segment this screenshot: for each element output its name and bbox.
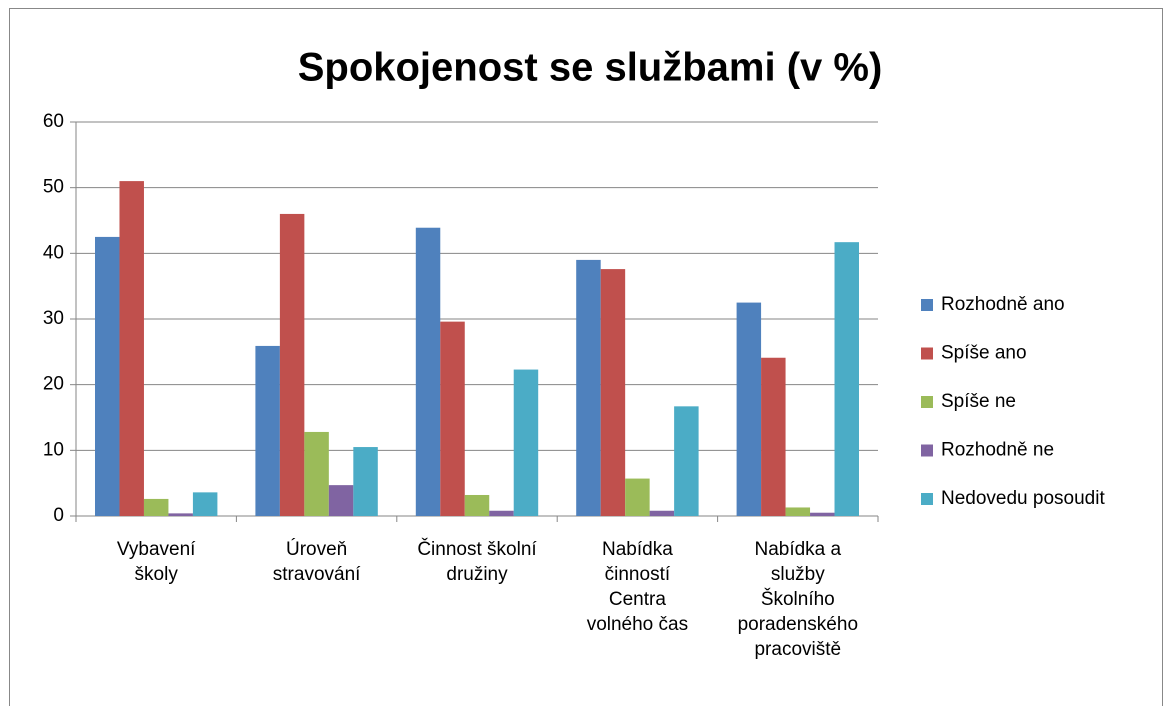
- bar: [304, 431, 329, 516]
- legend-swatch: [921, 299, 933, 311]
- legend-swatch: [921, 493, 933, 505]
- bar: [625, 478, 650, 516]
- bar: [489, 510, 514, 516]
- y-tick-label: 0: [53, 505, 64, 526]
- bar: [415, 227, 441, 516]
- bar: [279, 213, 305, 516]
- bar: [328, 485, 354, 516]
- legend-label: Rozhodně ne: [941, 440, 1054, 461]
- x-tick-label: Vybavení školy: [116, 539, 196, 585]
- bar: [649, 510, 675, 516]
- legend-label: Spíše ano: [941, 343, 1027, 364]
- legend-label: Spíše ne: [941, 391, 1016, 412]
- legend-swatch: [921, 347, 933, 360]
- bar: [119, 181, 144, 516]
- bar: [834, 242, 859, 517]
- y-tick-label: 10: [43, 439, 64, 460]
- bar: [168, 513, 193, 516]
- legend-label: Rozhodně ano: [941, 294, 1065, 315]
- x-tick-label: Činnost školní družiny: [417, 539, 537, 585]
- legend-label: Nedovedu posoudit: [941, 488, 1105, 509]
- bar: [810, 512, 835, 516]
- y-tick-label: 30: [43, 308, 64, 329]
- y-tick-label: 60: [43, 111, 64, 132]
- bar: [513, 369, 539, 516]
- bar: [736, 302, 762, 516]
- bar: [353, 447, 378, 516]
- chart-title: Spokojenost se službami (v %): [298, 46, 883, 90]
- bar: [192, 492, 218, 516]
- bar: [761, 357, 786, 516]
- y-tick-label: 50: [43, 177, 64, 198]
- legend-swatch: [921, 444, 933, 457]
- y-tick-label: 20: [43, 374, 64, 395]
- legend-swatch: [921, 396, 933, 408]
- bar: [95, 236, 120, 516]
- bar: [464, 494, 490, 516]
- bar: [440, 321, 465, 516]
- bar: [785, 507, 811, 516]
- bar: [600, 269, 626, 516]
- bar: [576, 259, 601, 516]
- bar: [674, 406, 699, 516]
- x-tick-label: Nabídka a služby Školního poradenského p…: [737, 539, 859, 660]
- y-tick-label: 40: [43, 242, 64, 263]
- x-tick-label: Úroveň stravování: [272, 539, 361, 585]
- bar: [255, 345, 280, 516]
- x-tick-label: Nabídka činností Centra volného čas: [586, 539, 689, 635]
- bar: [143, 498, 169, 516]
